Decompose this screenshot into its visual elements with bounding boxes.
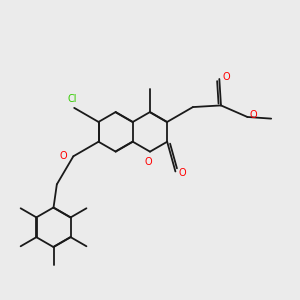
Text: O: O — [223, 72, 230, 82]
Text: O: O — [178, 168, 186, 178]
Text: O: O — [249, 110, 257, 120]
Text: O: O — [60, 151, 68, 160]
Text: Cl: Cl — [68, 94, 77, 104]
Text: O: O — [145, 157, 152, 166]
